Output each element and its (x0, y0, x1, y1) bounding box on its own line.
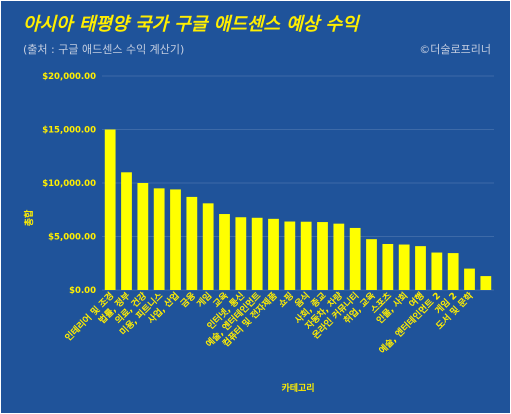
bar (333, 223, 345, 290)
y-tick-label: $20,000.00 (42, 72, 96, 82)
bar (382, 243, 394, 290)
bar (300, 221, 312, 290)
chart-credit: ©더술로프리너 (419, 43, 491, 56)
bar (480, 276, 492, 290)
bar (268, 218, 279, 290)
bar (104, 129, 116, 290)
y-tick-label: $15,000.00 (42, 126, 96, 136)
bar (121, 172, 132, 290)
bar (235, 217, 247, 290)
x-tick-label: 게임 (194, 290, 214, 310)
y-axis-label: 총합 (23, 209, 35, 226)
bar (284, 221, 296, 290)
bar (202, 203, 214, 290)
y-tick-label: $5,000.00 (48, 233, 96, 243)
x-tick-label: 쇼핑 (276, 290, 296, 310)
bar (366, 239, 377, 290)
bar (186, 196, 198, 290)
bar (464, 268, 475, 290)
bar (431, 252, 443, 290)
bar (219, 214, 230, 290)
gridlines (102, 75, 494, 291)
bar (398, 244, 410, 290)
x-axis-label: 카테고리 (281, 382, 314, 394)
bar (317, 222, 328, 290)
bar (137, 183, 149, 290)
bar (251, 217, 263, 290)
bars (104, 129, 492, 290)
y-tick-labels: $0.00 $5,000.00 $10,000.00 $15,000.00 $20,00… (42, 72, 96, 296)
bar (447, 253, 459, 290)
bar (415, 246, 426, 290)
bar (170, 189, 181, 290)
y-tick-label: $10,000.00 (42, 179, 96, 189)
x-tick-label: 금융 (178, 290, 197, 309)
chart-title: 아시아 태평양 국가 구글 애드센스 예상 수익 (23, 14, 359, 35)
bar (153, 188, 165, 290)
chart-subtitle: (출처 : 구글 애드센스 수익 계산기) (23, 43, 185, 56)
bar (349, 227, 361, 290)
y-tick-label: $0.00 (69, 286, 96, 296)
